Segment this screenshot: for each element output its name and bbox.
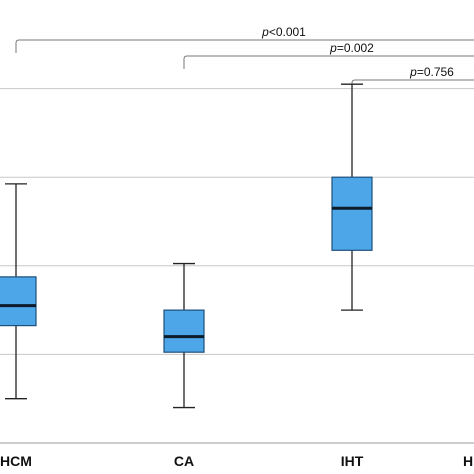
box-ca (163, 262, 205, 409)
x-tick-label-iht: IHT (341, 453, 364, 469)
annotation-iht-h: p=0.756 (351, 65, 474, 93)
iqr-box-iht (331, 176, 373, 251)
p-value: <0.001 (269, 25, 306, 39)
box-iht (331, 83, 373, 311)
annotation-ca-h: p=0.002 (183, 41, 474, 69)
iqr-box-ca (163, 309, 205, 353)
x-tick-label-ca: CA (174, 453, 194, 469)
gridlines (0, 88, 474, 355)
annotation-hcm-h: p<0.001 (15, 25, 474, 53)
p-symbol: p (409, 65, 417, 79)
p-value: =0.002 (337, 41, 374, 55)
x-tick-label-hcm: HCM (0, 453, 32, 469)
bracket-line-hcm (15, 39, 474, 53)
p-value: =0.756 (417, 65, 454, 79)
bracket-line-iht (351, 79, 474, 93)
box-hcm (0, 183, 37, 400)
bracket-line-ca (183, 55, 474, 69)
x-tick-labels: HCM CA IHT H (0, 453, 473, 469)
x-tick-label-h: H (463, 453, 473, 469)
p-value-label-ca: p=0.002 (329, 41, 374, 55)
p-value-label-iht: p=0.756 (409, 65, 454, 79)
iqr-box-hcm (0, 276, 37, 327)
p-symbol: p (329, 41, 337, 55)
boxes (0, 83, 373, 409)
p-symbol: p (261, 25, 269, 39)
p-value-label-hcm: p<0.001 (261, 25, 306, 39)
